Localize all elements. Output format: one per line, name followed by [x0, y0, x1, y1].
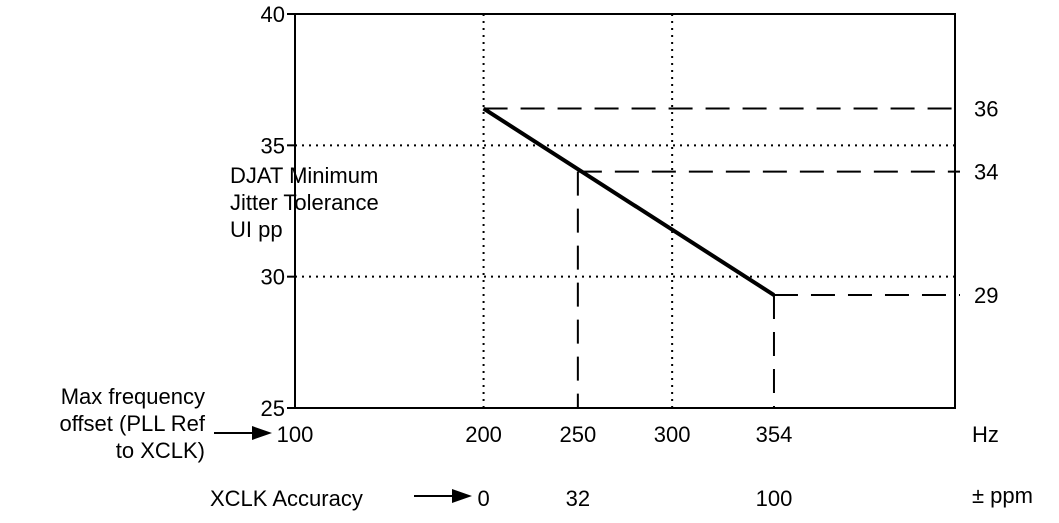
- y-axis-label-line-2: Jitter Tolerance: [230, 190, 379, 215]
- secondary-tick-label-100: 100: [756, 486, 793, 511]
- x-tick-label-250: 250: [559, 422, 596, 447]
- y-tick-label-35: 35: [261, 133, 285, 158]
- x-axis-label-line-1: Max frequency: [60, 384, 205, 409]
- secondary-unit-label: ± ppm: [972, 483, 1033, 508]
- secondary-axis-label: XCLK Accuracy: [210, 486, 363, 511]
- axis-ticks: [287, 13, 295, 409]
- series-line-0: [482, 106, 776, 297]
- y-tick-label-30: 30: [261, 265, 285, 290]
- right-axis-label-36: 36: [974, 97, 998, 122]
- secondary-tick-label-0: 0: [477, 486, 489, 511]
- grid-lines: [295, 14, 955, 408]
- x-axis-label-line-2: offset (PLL Ref: [59, 411, 205, 436]
- x-axis-arrow-head: [252, 426, 272, 440]
- y-tick-label-40: 40: [261, 2, 285, 27]
- right-axis-label-34: 34: [974, 160, 998, 185]
- reference-lines: 36 34 29: [483, 97, 998, 408]
- y-axis-label-line-1: DJAT Minimum: [230, 163, 379, 188]
- plot-frame: [294, 13, 956, 409]
- x-tick-label-354: 354: [756, 422, 793, 447]
- y-axis-label-line-3: UI pp: [230, 217, 283, 242]
- axis-arrows: [214, 426, 472, 503]
- x-tick-label-300: 300: [654, 422, 691, 447]
- y-tick-label-25: 25: [261, 396, 285, 421]
- x-axis-label: Max frequency offset (PLL Ref to XCLK): [59, 383, 205, 464]
- x-unit-label: Hz: [972, 422, 999, 447]
- x-tick-label-200: 200: [465, 422, 502, 447]
- x-tick-label-100: 100: [277, 422, 314, 447]
- secondary-axis-arrow-head: [452, 489, 472, 503]
- y-axis-label: DJAT Minimum Jitter Tolerance UI pp: [230, 162, 379, 243]
- x-axis-label-line-3: to XCLK): [115, 438, 205, 463]
- series: [482, 106, 776, 297]
- secondary-tick-label-32: 32: [566, 486, 590, 511]
- right-axis-label-29: 29: [974, 283, 998, 308]
